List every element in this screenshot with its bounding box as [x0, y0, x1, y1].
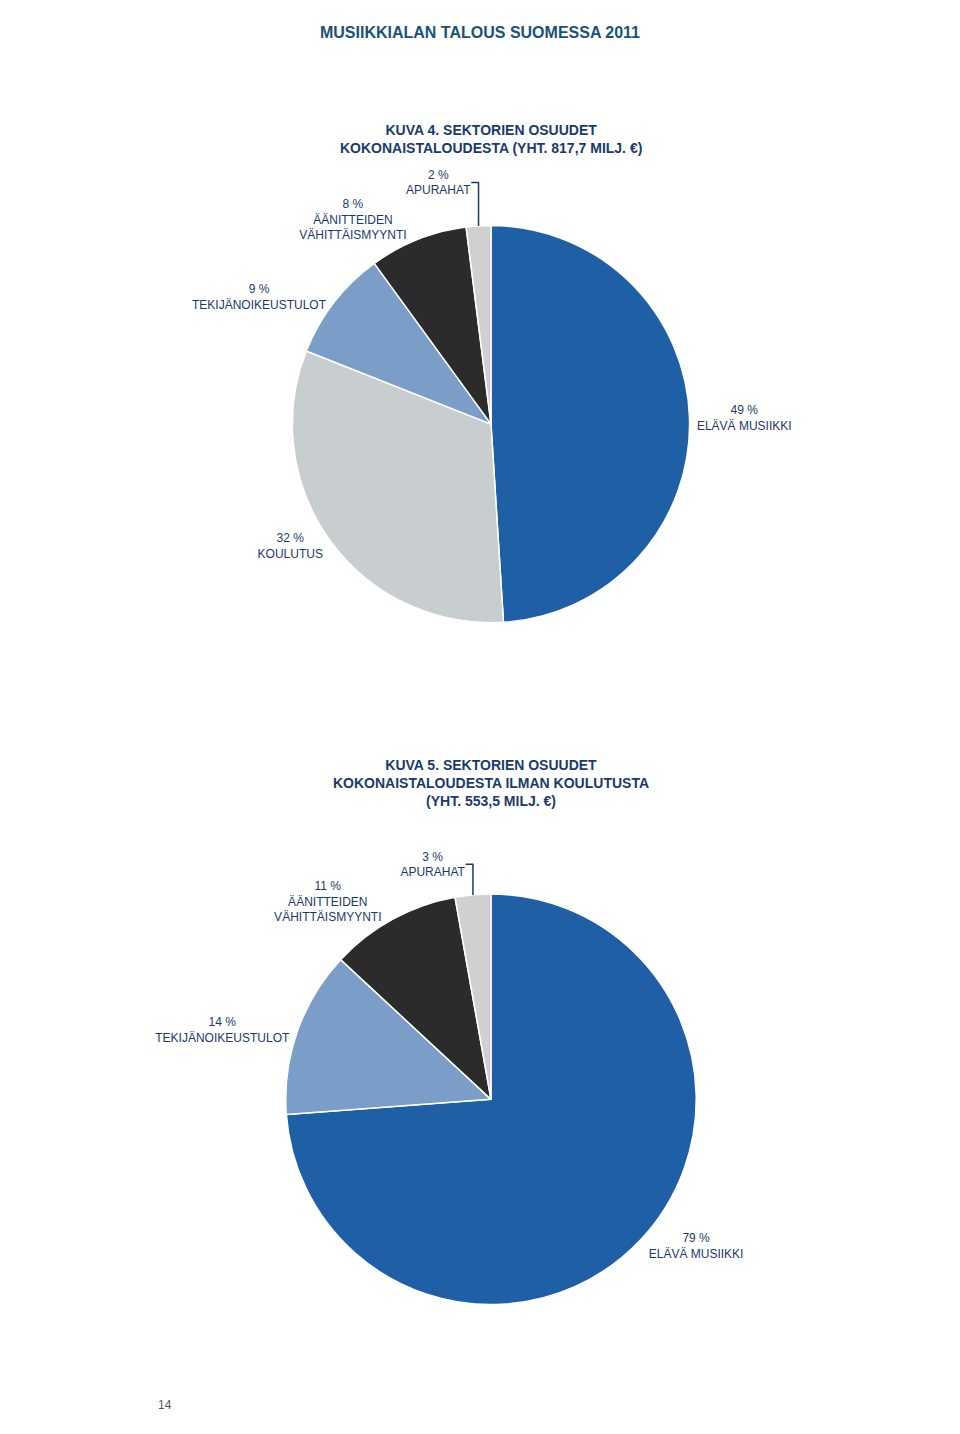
- svg-text:32 %KOULUTUS: 32 %KOULUTUS: [258, 531, 323, 561]
- svg-text:9 %TEKIJÄNOIKEUSTULOT: 9 %TEKIJÄNOIKEUSTULOT: [192, 282, 327, 312]
- svg-text:14 %TEKIJÄNOIKEUSTULOT: 14 %TEKIJÄNOIKEUSTULOT: [155, 1015, 290, 1045]
- svg-text:8 %ÄÄNITTEIDENVÄHITTÄISMYYNTI: 8 %ÄÄNITTEIDENVÄHITTÄISMYYNTI: [299, 197, 406, 242]
- svg-text:MUSIIKKIALAN TALOUS SUOMESSA 2: MUSIIKKIALAN TALOUS SUOMESSA 2011: [320, 24, 640, 41]
- svg-text:KUVA 5. SEKTORIEN OSUUDETKOKON: KUVA 5. SEKTORIEN OSUUDETKOKONAISTALOUDE…: [333, 757, 649, 809]
- svg-text:49 %ELÄVÄ MUSIIKKI: 49 %ELÄVÄ MUSIIKKI: [697, 403, 792, 433]
- svg-text:79 %ELÄVÄ MUSIIKKI: 79 %ELÄVÄ MUSIIKKI: [649, 1231, 744, 1261]
- svg-text:11 %ÄÄNITTEIDENVÄHITTÄISMYYNTI: 11 %ÄÄNITTEIDENVÄHITTÄISMYYNTI: [274, 879, 381, 924]
- svg-text:KUVA 4. SEKTORIEN OSUUDETKOKON: KUVA 4. SEKTORIEN OSUUDETKOKONAISTALOUDE…: [340, 122, 642, 156]
- svg-text:3 %APURAHAT: 3 %APURAHAT: [400, 850, 465, 880]
- svg-text:14: 14: [158, 1398, 172, 1412]
- svg-text:2 %APURAHAT: 2 %APURAHAT: [406, 168, 471, 198]
